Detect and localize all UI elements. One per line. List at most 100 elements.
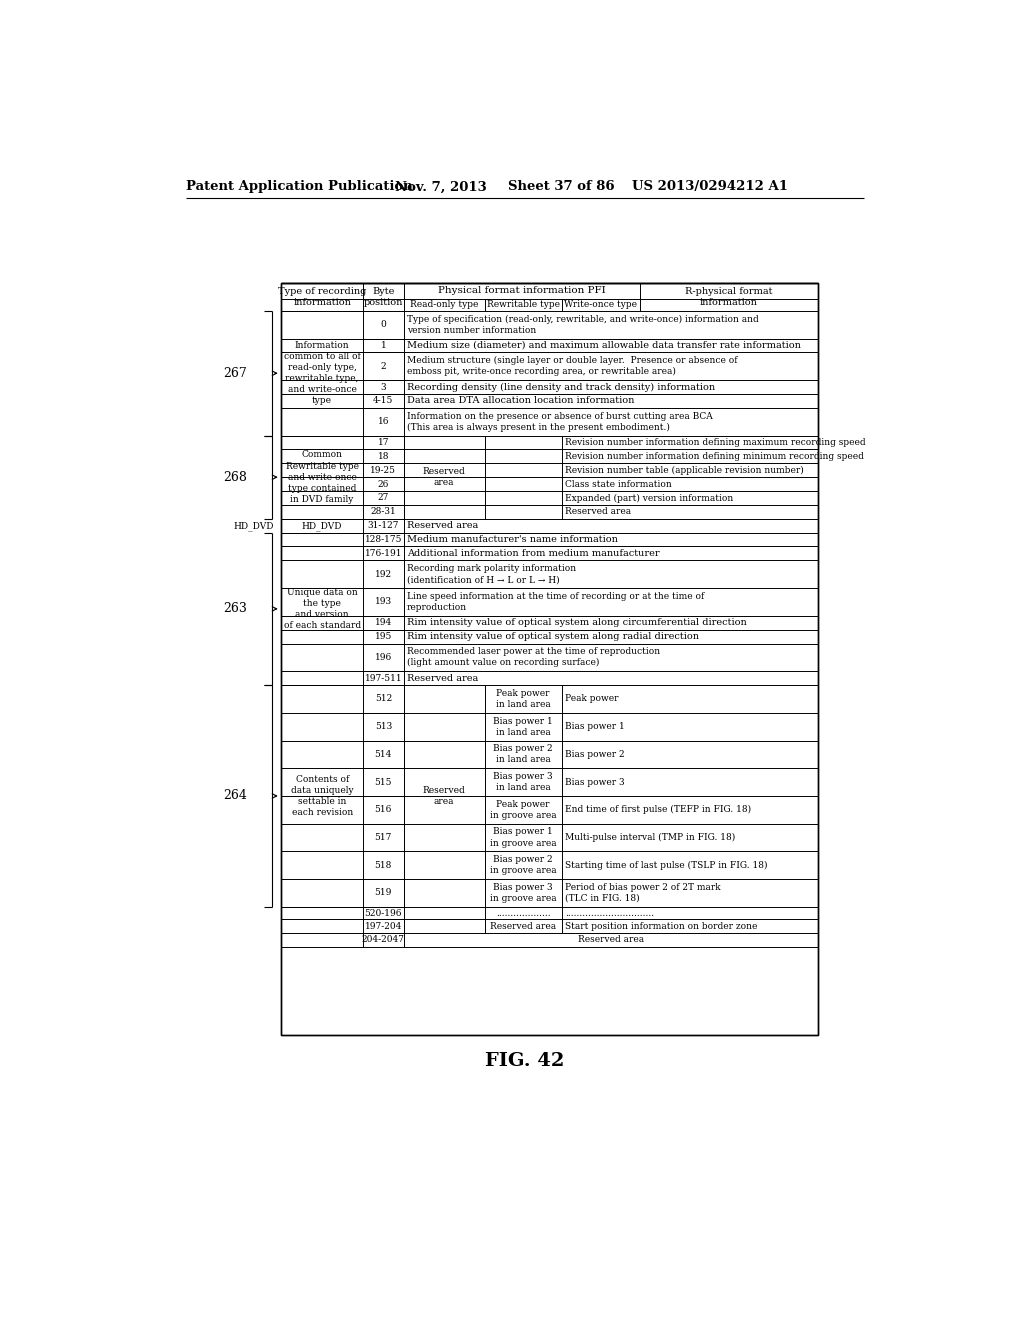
Text: Bias power 2
in groove area: Bias power 2 in groove area xyxy=(489,855,557,875)
Text: US 2013/0294212 A1: US 2013/0294212 A1 xyxy=(632,181,787,194)
Text: 514: 514 xyxy=(375,750,392,759)
Text: 26: 26 xyxy=(378,479,389,488)
Text: 1: 1 xyxy=(381,341,386,350)
Text: Sheet 37 of 86: Sheet 37 of 86 xyxy=(508,181,614,194)
Text: Rewritable type: Rewritable type xyxy=(486,300,560,309)
Text: Bias power 1
in land area: Bias power 1 in land area xyxy=(494,717,553,737)
Text: Type of recording
information: Type of recording information xyxy=(278,286,367,308)
Text: Bias power 3
in land area: Bias power 3 in land area xyxy=(494,772,553,792)
Text: Starting time of last pulse (TSLP in FIG. 18): Starting time of last pulse (TSLP in FIG… xyxy=(565,861,768,870)
Text: 268: 268 xyxy=(223,471,248,483)
Text: 517: 517 xyxy=(375,833,392,842)
Text: Revision number information defining minimum recording speed: Revision number information defining min… xyxy=(565,451,864,461)
Text: 19-25: 19-25 xyxy=(371,466,396,475)
Text: 128-175: 128-175 xyxy=(365,535,402,544)
Text: 512: 512 xyxy=(375,694,392,704)
Text: Information on the presence or absence of burst cutting area BCA
(This area is a: Information on the presence or absence o… xyxy=(407,412,713,432)
Text: Physical format information PFI: Physical format information PFI xyxy=(438,286,605,296)
Text: Data area DTA allocation location information: Data area DTA allocation location inform… xyxy=(407,396,635,405)
Text: Revision number information defining maximum recording speed: Revision number information defining max… xyxy=(565,438,865,447)
Text: 31-127: 31-127 xyxy=(368,521,399,531)
Text: Recording mark polarity information
(identification of H → L or L → H): Recording mark polarity information (ide… xyxy=(407,564,577,585)
Text: 518: 518 xyxy=(375,861,392,870)
Text: End time of first pulse (TEFP in FIG. 18): End time of first pulse (TEFP in FIG. 18… xyxy=(565,805,752,814)
Text: 4-15: 4-15 xyxy=(373,396,393,405)
Text: 197-204: 197-204 xyxy=(365,921,402,931)
Text: 197-511: 197-511 xyxy=(365,673,402,682)
Text: 0: 0 xyxy=(381,321,386,329)
Text: Write-once type: Write-once type xyxy=(564,300,637,309)
Text: Multi-pulse interval (TMP in FIG. 18): Multi-pulse interval (TMP in FIG. 18) xyxy=(565,833,735,842)
Text: Read-only type: Read-only type xyxy=(410,300,478,309)
Text: FIG. 42: FIG. 42 xyxy=(485,1052,564,1069)
Text: 516: 516 xyxy=(375,805,392,814)
Text: 16: 16 xyxy=(378,417,389,426)
Text: Bias power 2
in land area: Bias power 2 in land area xyxy=(494,744,553,764)
Text: 17: 17 xyxy=(378,438,389,447)
Text: 27: 27 xyxy=(378,494,389,503)
Text: 194: 194 xyxy=(375,618,392,627)
Text: 263: 263 xyxy=(223,602,248,615)
Text: 267: 267 xyxy=(223,367,248,380)
Text: 18: 18 xyxy=(378,451,389,461)
Text: Peak power
in groove area: Peak power in groove area xyxy=(489,800,557,820)
Text: Start position information on border zone: Start position information on border zon… xyxy=(565,921,758,931)
Text: Reserved area: Reserved area xyxy=(490,921,556,931)
Text: Byte
position: Byte position xyxy=(364,286,403,308)
Text: Unique data on
the type
and version
of each standard: Unique data on the type and version of e… xyxy=(284,587,360,630)
Text: Medium size (diameter) and maximum allowable data transfer rate information: Medium size (diameter) and maximum allow… xyxy=(407,341,801,350)
Text: Bias power 2: Bias power 2 xyxy=(565,750,625,759)
Text: Type of specification (read-only, rewritable, and write-once) information and
ve: Type of specification (read-only, rewrit… xyxy=(407,314,759,335)
Text: Reserved
area: Reserved area xyxy=(423,467,466,487)
Text: Reserved area: Reserved area xyxy=(407,521,478,531)
Text: 28-31: 28-31 xyxy=(371,507,396,516)
Text: Medium manufacturer's name information: Medium manufacturer's name information xyxy=(407,535,617,544)
Text: 195: 195 xyxy=(375,632,392,642)
Bar xyxy=(282,284,818,1035)
Text: Reserved area: Reserved area xyxy=(407,673,478,682)
Text: ...............................: ............................... xyxy=(565,908,654,917)
Text: ...................: ................... xyxy=(496,908,551,917)
Text: Reserved area: Reserved area xyxy=(565,507,631,516)
Bar xyxy=(282,284,818,1035)
Text: Line speed information at the time of recording or at the time of
reproduction: Line speed information at the time of re… xyxy=(407,591,705,612)
Text: Bias power 1
in groove area: Bias power 1 in groove area xyxy=(489,828,557,847)
Text: 176-191: 176-191 xyxy=(365,549,402,558)
Text: 192: 192 xyxy=(375,570,392,578)
Text: 520-196: 520-196 xyxy=(365,908,402,917)
Text: Bias power 3
in groove area: Bias power 3 in groove area xyxy=(489,883,557,903)
Text: Recording density (line density and track density) information: Recording density (line density and trac… xyxy=(407,383,715,392)
Text: Medium structure (single layer or double layer.  Presence or absence of
emboss p: Medium structure (single layer or double… xyxy=(407,356,737,376)
Text: HD_DVD: HD_DVD xyxy=(302,521,342,531)
Text: 193: 193 xyxy=(375,598,392,606)
Text: 2: 2 xyxy=(381,362,386,371)
Text: Peak power
in land area: Peak power in land area xyxy=(496,689,551,709)
Text: Class state information: Class state information xyxy=(565,479,672,488)
Text: 513: 513 xyxy=(375,722,392,731)
Text: Common
Rewritable type
and write-once
type contained
in DVD family: Common Rewritable type and write-once ty… xyxy=(286,450,358,504)
Text: Period of bias power 2 of 2T mark
(TLC in FIG. 18): Period of bias power 2 of 2T mark (TLC i… xyxy=(565,883,721,903)
Text: Rim intensity value of optical system along circumferential direction: Rim intensity value of optical system al… xyxy=(407,618,746,627)
Text: 515: 515 xyxy=(375,777,392,787)
Text: 204-2047: 204-2047 xyxy=(361,936,404,944)
Text: Reserved
area: Reserved area xyxy=(423,785,466,807)
Text: 196: 196 xyxy=(375,653,392,661)
Text: Additional information from medium manufacturer: Additional information from medium manuf… xyxy=(407,549,659,558)
Text: Peak power: Peak power xyxy=(565,694,618,704)
Text: Contents of
data uniquely
settable in
each revision: Contents of data uniquely settable in ea… xyxy=(291,775,353,817)
Text: 519: 519 xyxy=(375,888,392,898)
Text: 3: 3 xyxy=(381,383,386,392)
Text: Revision number table (applicable revision number): Revision number table (applicable revisi… xyxy=(565,466,804,475)
Text: Rim intensity value of optical system along radial direction: Rim intensity value of optical system al… xyxy=(407,632,699,642)
Text: Reserved area: Reserved area xyxy=(578,936,644,944)
Text: Bias power 3: Bias power 3 xyxy=(565,777,625,787)
Text: HD_DVD: HD_DVD xyxy=(233,521,273,531)
Text: Patent Application Publication: Patent Application Publication xyxy=(186,181,413,194)
Text: Nov. 7, 2013: Nov. 7, 2013 xyxy=(395,181,487,194)
Text: Bias power 1: Bias power 1 xyxy=(565,722,625,731)
Text: R-physical format
information: R-physical format information xyxy=(685,286,772,308)
Text: Expanded (part) version information: Expanded (part) version information xyxy=(565,494,733,503)
Text: Recommended laser power at the time of reproduction
(light amount value on recor: Recommended laser power at the time of r… xyxy=(407,647,660,668)
Text: Information
common to all of
read-only type,
rewritable type,
and write-once
typ: Information common to all of read-only t… xyxy=(284,341,360,405)
Text: 264: 264 xyxy=(223,789,248,803)
